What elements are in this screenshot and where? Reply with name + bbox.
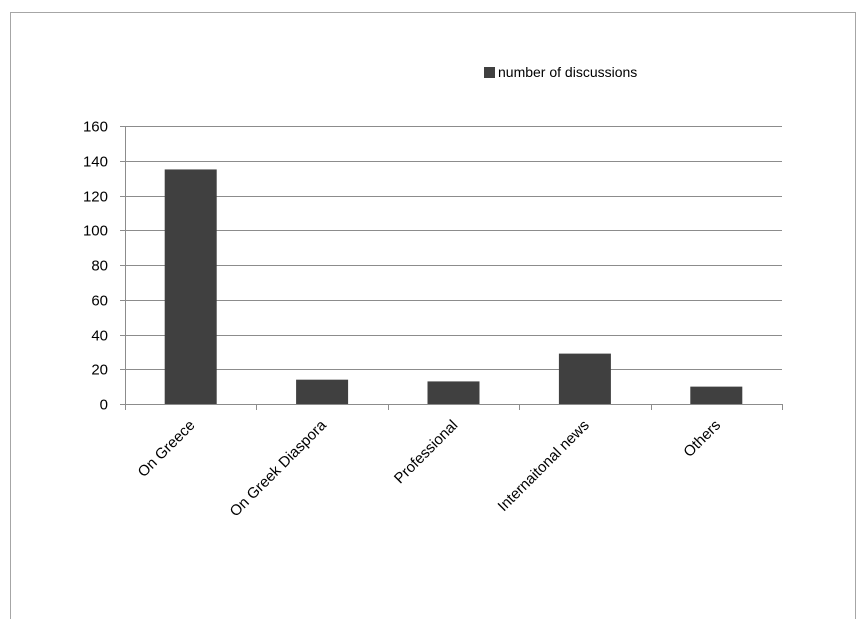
y-tick-label: 60: [91, 293, 108, 310]
y-tick-label: 20: [91, 362, 108, 379]
y-tick-label: 40: [91, 328, 108, 345]
bar-on-greece: [164, 169, 217, 404]
bar-internaitonal-news: [558, 353, 611, 404]
y-tick-label: 120: [83, 189, 108, 206]
y-tick-label: 100: [83, 223, 108, 240]
legend-label: number of discussions: [498, 64, 637, 80]
bar-professional: [427, 381, 480, 404]
y-tick-label: 0: [100, 397, 108, 414]
bar-on-greek-diaspora: [296, 379, 349, 404]
x-tick-label: Others: [680, 417, 724, 461]
y-tick-label: 140: [83, 154, 108, 171]
x-tick-label: Internaitonal news: [495, 417, 593, 515]
x-tick-labels: On Greece On Greek Diaspora Professional In…: [135, 416, 725, 520]
y-tick-labels: 0 20 40 60 80 100 120 140 160: [83, 119, 108, 414]
y-tick-label: 80: [91, 258, 108, 275]
x-tick-label: On Greek Diaspora: [227, 416, 331, 520]
bars: [164, 169, 743, 404]
axes: [120, 126, 783, 410]
y-tick-label: 160: [83, 119, 108, 136]
bar-others: [690, 386, 743, 404]
gridlines: [125, 126, 782, 370]
x-tick-label: On Greece: [135, 417, 199, 481]
legend-swatch: [484, 67, 495, 78]
legend: number of discussions: [484, 64, 637, 80]
x-tick-label: Professional: [391, 417, 461, 487]
